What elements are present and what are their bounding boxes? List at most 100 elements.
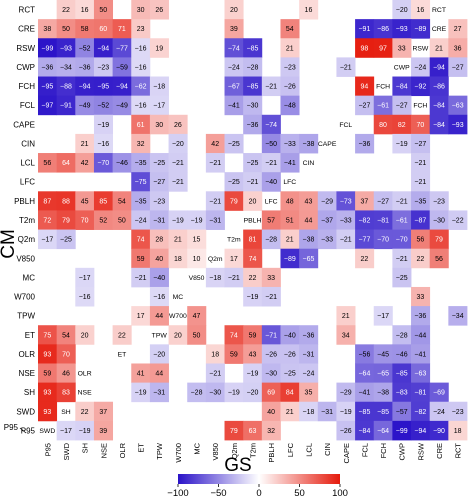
cell-value-label: −82 <box>414 409 426 416</box>
colorbar-tick-label: 0 <box>256 488 261 499</box>
cell-value-label: −93 <box>396 26 408 33</box>
heatmap-cell <box>261 286 281 307</box>
cell-value-label: 40 <box>267 409 275 416</box>
cell-value-label: 54 <box>62 332 70 339</box>
heatmap-cell <box>131 210 151 230</box>
cell-value-label: 26 <box>174 122 182 129</box>
cell-value-label: 59 <box>230 351 238 358</box>
cell-value-label: −17 <box>79 275 91 282</box>
diagonal-variable-label: OLR <box>78 371 92 378</box>
heatmap-cell <box>448 19 468 39</box>
cell-value-label: −17 <box>377 313 389 320</box>
cell-value-label: 61 <box>137 122 145 129</box>
cell-value-label: 42 <box>211 141 219 148</box>
x-tick-label: LCL <box>304 443 313 457</box>
heatmap-cell <box>93 19 114 39</box>
heatmap-cell <box>392 19 412 39</box>
heatmap-cell <box>93 420 114 441</box>
heatmap-cell <box>56 153 76 173</box>
heatmap-cell <box>243 57 263 77</box>
cell-value-label: −19 <box>228 390 240 397</box>
cell-value-label: 23 <box>137 26 145 33</box>
cell-value-label: −36 <box>358 141 370 148</box>
heatmap-cell <box>149 191 169 211</box>
cell-value-label: 93 <box>43 409 51 416</box>
cell-value-label: −25 <box>396 275 408 282</box>
heatmap-cell <box>299 229 319 250</box>
cell-value-label: −94 <box>116 84 128 91</box>
cell-value-label: −28 <box>265 237 277 244</box>
cell-value-label: −95 <box>97 84 109 91</box>
cell-value-label: 21 <box>81 141 89 148</box>
heatmap-cell <box>56 229 76 250</box>
cell-value-label: −52 <box>79 45 91 52</box>
cell-value-label: 20 <box>174 332 182 339</box>
cell-value-label: −29 <box>321 198 333 205</box>
heatmap-cell <box>112 76 132 97</box>
cell-value-label: −50 <box>265 141 277 148</box>
cell-value-label: −41 <box>228 103 240 110</box>
heatmap-cell <box>355 95 375 116</box>
heatmap-cell <box>373 344 393 364</box>
heatmap-cell <box>429 114 449 135</box>
cell-value-label: 33 <box>416 294 424 301</box>
x-tick-label: V850 <box>211 443 220 461</box>
y-tick-label: LFC <box>20 178 35 187</box>
heatmap-cell <box>411 133 431 154</box>
cell-value-label: −28 <box>396 332 408 339</box>
cell-value-label: −19 <box>340 409 352 416</box>
heatmap-cell <box>299 382 319 403</box>
cell-value-label: 50 <box>62 26 70 33</box>
cell-value-label: −40 <box>153 275 165 282</box>
cell-value-label: −97 <box>41 103 53 110</box>
diagonal-variable-label: ET <box>118 351 127 358</box>
y-tick-label: RSW <box>16 44 35 53</box>
cell-value-label: −34 <box>452 313 464 320</box>
heatmap-cell <box>261 325 281 345</box>
cell-value-label: −31 <box>153 390 165 397</box>
cell-value-label: −85 <box>247 45 259 52</box>
y-tick-label: CRE <box>18 25 35 34</box>
cell-value-label: 82 <box>398 122 406 129</box>
cell-value-label: −91 <box>358 26 370 33</box>
cell-value-label: −16 <box>153 294 165 301</box>
cell-value-label: −85 <box>247 84 259 91</box>
cell-value-label: 80 <box>379 122 387 129</box>
cell-value-label: −33 <box>340 218 352 225</box>
heatmap-cell <box>299 325 319 345</box>
heatmap-cell <box>411 172 431 192</box>
heatmap-cell <box>56 325 76 345</box>
cell-value-label: −17 <box>41 237 53 244</box>
x-tick-label: LFC <box>286 442 295 457</box>
diagonal-variable-label: NSE <box>78 390 92 397</box>
cell-value-label: −21 <box>247 179 259 186</box>
heatmap-cell <box>75 267 95 288</box>
cell-value-label: 97 <box>379 45 387 52</box>
corner-annotation: P95 <box>4 423 27 434</box>
cell-value-label: 44 <box>155 313 163 320</box>
heatmap-cell <box>280 382 300 403</box>
y-tick-label: ET <box>25 331 35 340</box>
heatmap-cell <box>75 191 95 211</box>
heatmap-cell <box>75 76 95 97</box>
heatmap-cell <box>56 0 76 20</box>
cell-value-label: −24 <box>303 371 315 378</box>
heatmap-cell <box>411 229 431 250</box>
heatmap-cell <box>299 133 319 154</box>
cell-value-label: −69 <box>433 390 445 397</box>
cell-value-label: −22 <box>452 218 464 225</box>
cell-value-label: −20 <box>153 351 165 358</box>
heatmap-cell <box>392 382 412 403</box>
heatmap-cell <box>429 57 449 77</box>
heatmap-cell <box>75 57 95 77</box>
x-tick-label: OLR <box>118 442 127 458</box>
heatmap-cell <box>392 325 412 345</box>
y-tick-label: FCL <box>20 101 36 110</box>
x-tick-label: NSE <box>99 443 108 458</box>
heatmap-cell <box>355 210 375 230</box>
cell-value-label: 56 <box>416 237 424 244</box>
y-tick-label: P95 <box>21 426 36 435</box>
diagonal-variable-label: RCT <box>432 7 446 14</box>
heatmap-cell <box>243 420 263 441</box>
heatmap-cell <box>299 344 319 364</box>
